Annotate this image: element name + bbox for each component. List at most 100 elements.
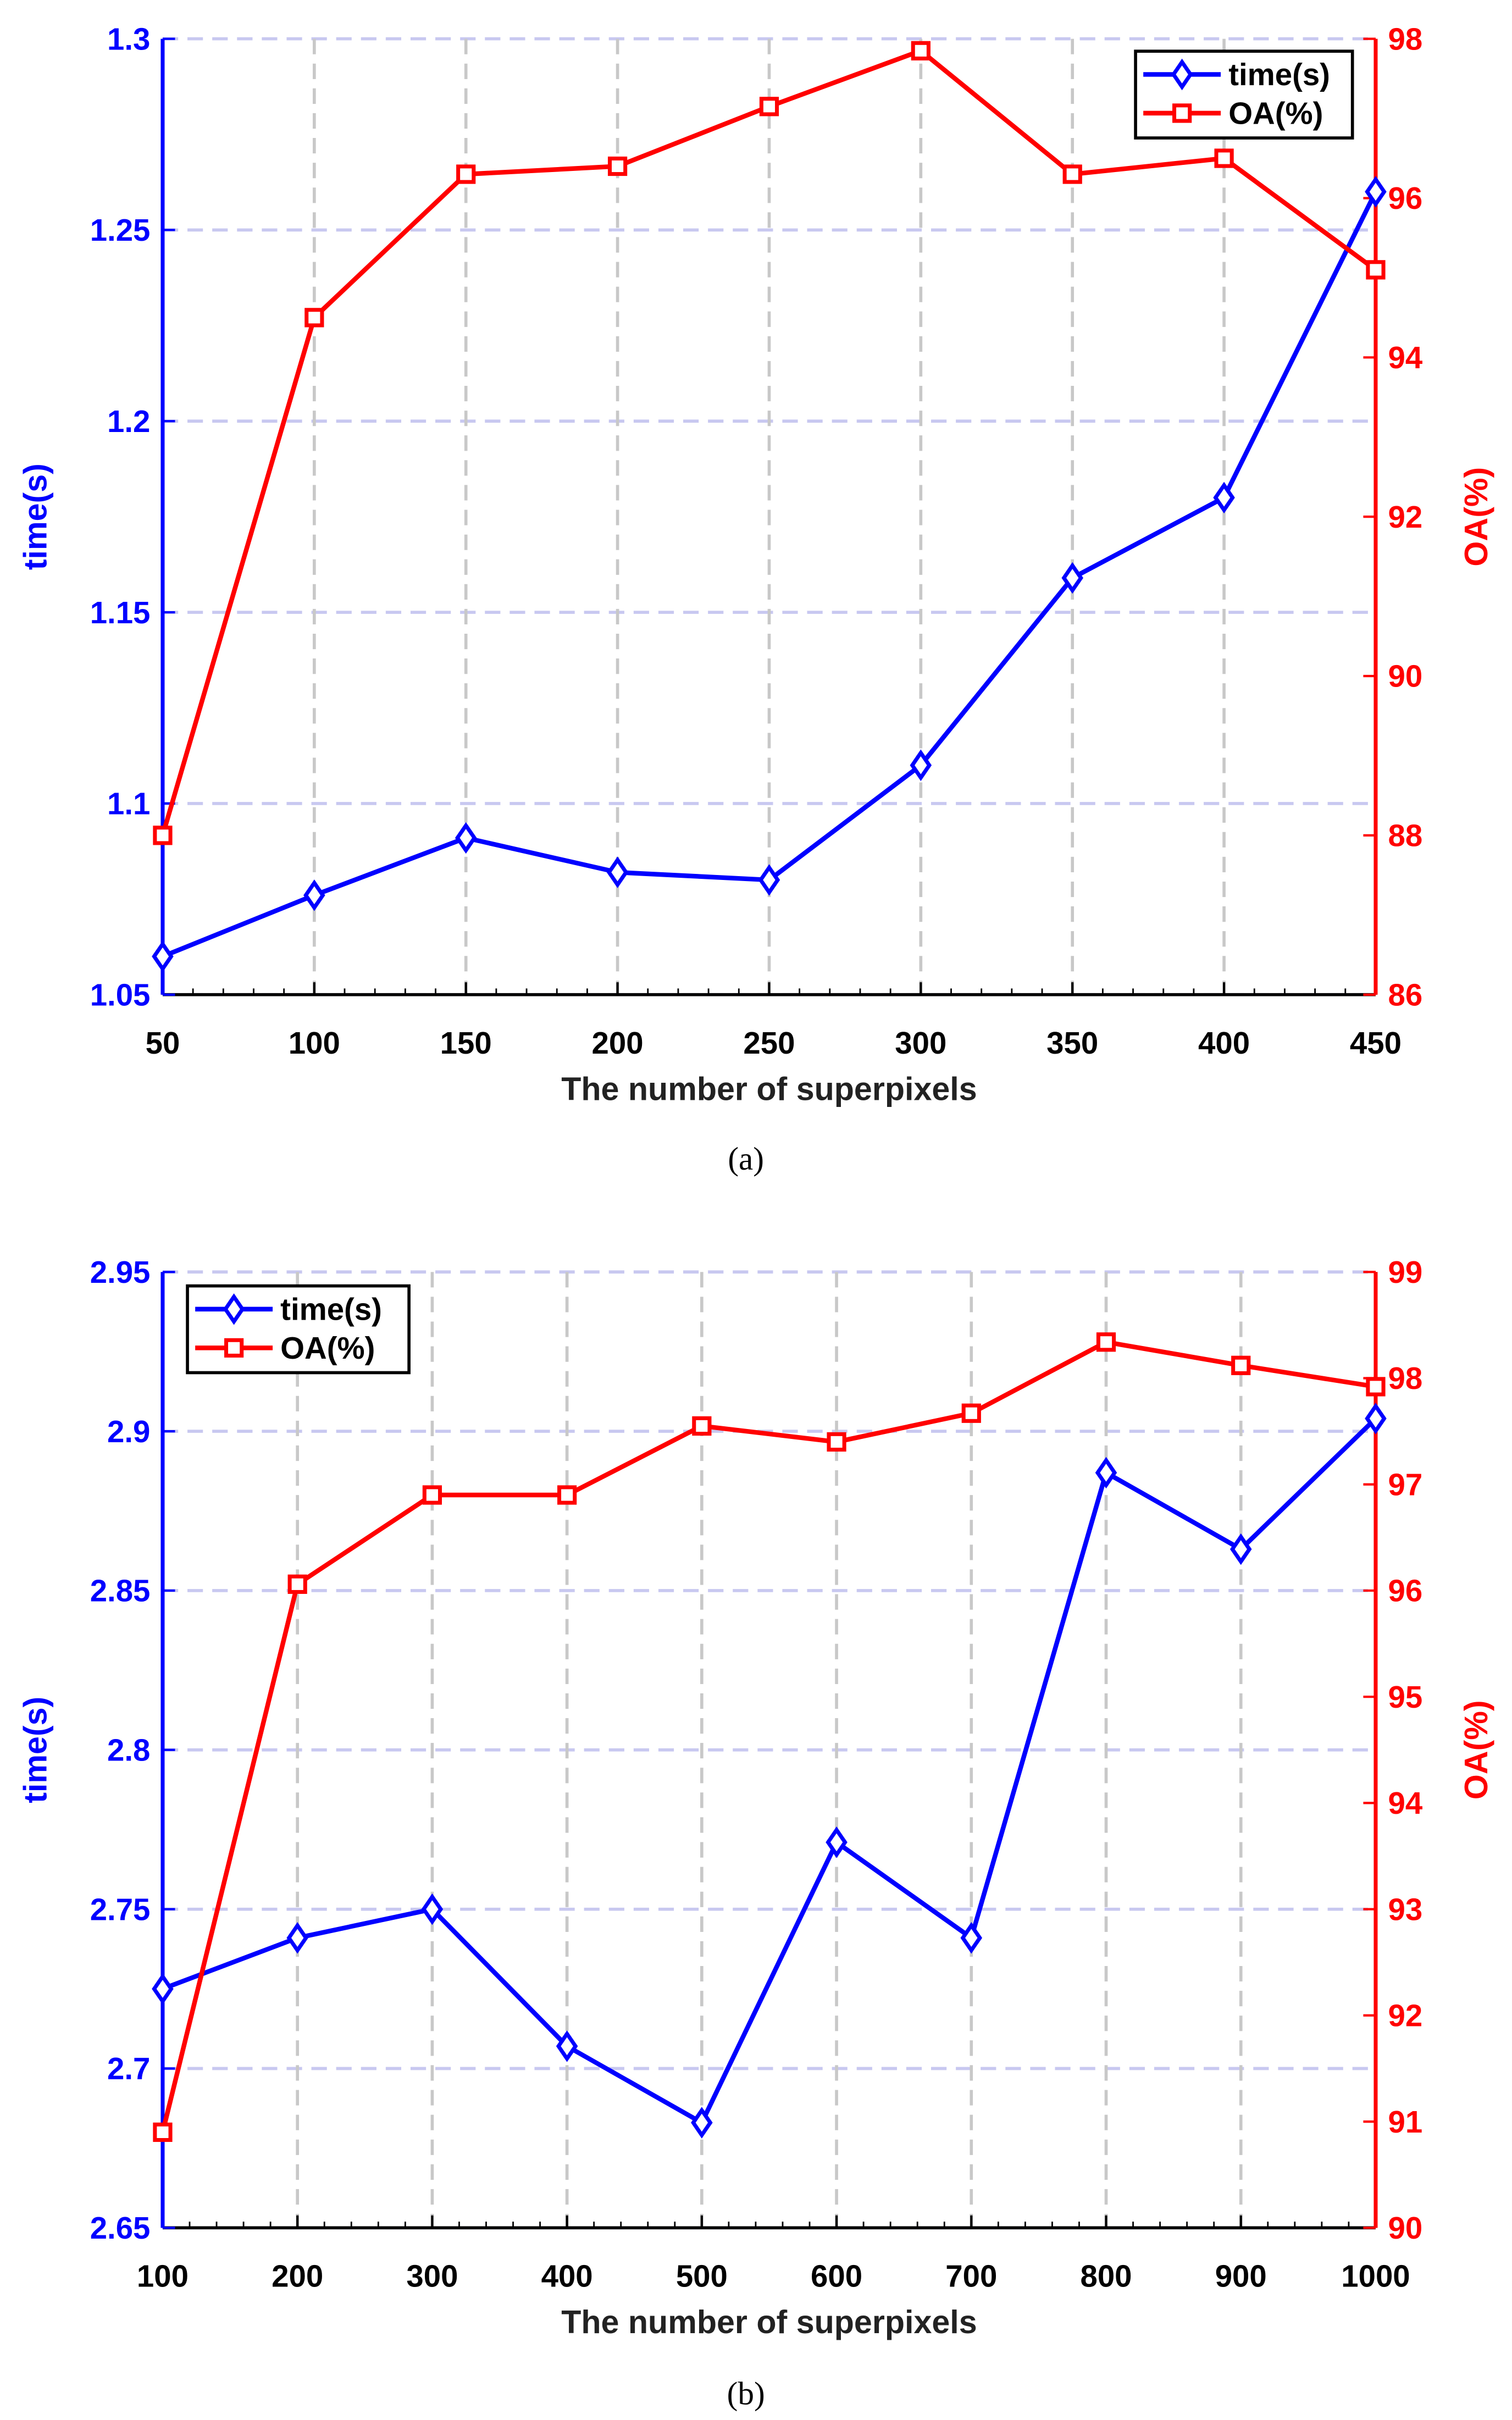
legend-label: time(s)	[1228, 57, 1330, 92]
y-tick-label: 2.85	[90, 1574, 151, 1608]
diamond-marker	[152, 940, 174, 972]
y2-tick-label: 93	[1388, 1892, 1423, 1926]
diamond-marker	[758, 864, 780, 896]
diamond-marker	[1365, 1403, 1387, 1435]
square-marker	[456, 164, 476, 184]
caption: (a)	[728, 1140, 764, 1177]
y2-tick-label: 94	[1388, 340, 1423, 375]
y-tick-label: 1.1	[107, 787, 150, 821]
x-tick-label: 100	[137, 2258, 189, 2293]
square-marker	[1096, 1332, 1116, 1352]
diamond-marker	[421, 1893, 444, 1925]
x-tick-label: 400	[1198, 1026, 1250, 1060]
y-tick-label: 2.8	[107, 1733, 150, 1768]
x-tick-label: 250	[743, 1026, 795, 1060]
legend-label: OA(%)	[1228, 96, 1323, 131]
square-marker	[827, 1432, 846, 1452]
x-tick-label: 600	[811, 2258, 862, 2293]
x-tick-label: 900	[1215, 2258, 1267, 2293]
legend-label: OA(%)	[280, 1331, 375, 1365]
square-marker	[607, 156, 628, 176]
legend-box	[186, 1284, 411, 1375]
diamond-marker	[556, 2030, 578, 2062]
x-tick-label: 1000	[1341, 2258, 1410, 2293]
diamond-marker	[826, 1826, 848, 1858]
y-axis-label: time(s)	[17, 1697, 54, 1803]
y2-tick-label: 99	[1388, 1255, 1423, 1289]
diamond-marker	[1095, 1457, 1117, 1489]
y2-axis-label: OA(%)	[1458, 467, 1494, 567]
square-marker	[961, 1403, 981, 1423]
y2-tick-label: 94	[1388, 1786, 1423, 1820]
x-tick-label: 150	[440, 1026, 492, 1060]
y2-tick-label: 97	[1388, 1467, 1423, 1502]
square-marker	[1172, 103, 1192, 123]
diamond-marker	[1061, 562, 1083, 594]
y2-tick-label: 92	[1388, 1998, 1423, 2033]
y-tick-label: 2.7	[107, 2051, 150, 2086]
y2-tick-label: 95	[1388, 1680, 1423, 1714]
y-tick-label: 1.25	[90, 213, 151, 247]
diamond-marker	[606, 856, 629, 888]
diamond-marker	[152, 1973, 174, 2005]
x-tick-label: 300	[895, 1026, 946, 1060]
square-marker	[422, 1485, 442, 1505]
y-tick-label: 1.3	[107, 21, 150, 56]
x-tick-label: 200	[272, 2258, 323, 2293]
legend-label: time(s)	[280, 1292, 382, 1327]
diamond-marker	[960, 1922, 983, 1954]
square-marker	[692, 1416, 712, 1436]
y-tick-label: 1.15	[90, 595, 151, 630]
square-marker	[1231, 1355, 1251, 1375]
y2-tick-label: 86	[1388, 977, 1423, 1012]
y2-tick-label: 90	[1388, 659, 1423, 694]
series-line-oa	[160, 1339, 1376, 2133]
square-marker	[557, 1485, 577, 1505]
square-marker	[224, 1338, 244, 1358]
x-tick-label: 500	[676, 2258, 728, 2293]
y2-tick-label: 96	[1388, 181, 1423, 215]
x-axis-label: The number of superpixels	[561, 2303, 977, 2340]
chart-a: 50 100 150 200 250 300 350 400 450 1.05 1.1 1.15 1.2…	[17, 21, 1494, 1177]
square-marker	[1214, 148, 1234, 168]
diamond-marker	[1213, 481, 1235, 514]
y2-tick-label: 96	[1388, 1574, 1423, 1608]
square-marker	[1366, 260, 1386, 280]
y-tick-label: 2.9	[107, 1414, 150, 1449]
square-marker	[304, 308, 324, 328]
y2-tick-label: 91	[1388, 2105, 1423, 2139]
square-marker	[759, 97, 779, 117]
y-axis-label: time(s)	[17, 463, 54, 570]
square-marker	[1062, 164, 1082, 184]
x-axis-label: The number of superpixels	[561, 1070, 977, 1107]
diamond-marker	[286, 1922, 308, 1954]
x-tick-label: 450	[1350, 1026, 1402, 1060]
square-marker	[153, 826, 173, 845]
x-tick-label: 200	[592, 1026, 644, 1060]
diamond-marker	[223, 1293, 245, 1325]
y2-tick-label: 98	[1388, 1361, 1423, 1395]
chart-b: 100 200 300 400 500 600 700 800 900 1000 2.65 2.7 2.…	[17, 1255, 1494, 2412]
y-tick-label: 2.75	[90, 1892, 151, 1926]
legend: time(s) OA(%)	[1134, 49, 1354, 140]
caption: (b)	[727, 2375, 765, 2412]
square-marker	[153, 2122, 173, 2142]
x-tick-label: 800	[1080, 2258, 1132, 2293]
series-line-time	[162, 1416, 1377, 2126]
y-tick-label: 1.2	[107, 404, 150, 439]
square-marker	[287, 1574, 307, 1594]
legend-box	[1134, 49, 1354, 140]
diamond-marker	[455, 822, 477, 854]
x-tick-label: 300	[406, 2258, 458, 2293]
diamond-marker	[1365, 176, 1387, 208]
diamond-marker	[303, 879, 325, 911]
x-tick-label: 400	[541, 2258, 593, 2293]
diamond-marker	[691, 2107, 713, 2139]
y2-tick-label: 98	[1388, 21, 1423, 56]
x-tick-label: 50	[146, 1026, 180, 1060]
legend: time(s) OA(%)	[186, 1284, 411, 1375]
y2-tick-label: 88	[1388, 818, 1423, 853]
y-tick-label: 2.95	[90, 1255, 151, 1289]
x-tick-label: 100	[289, 1026, 340, 1060]
